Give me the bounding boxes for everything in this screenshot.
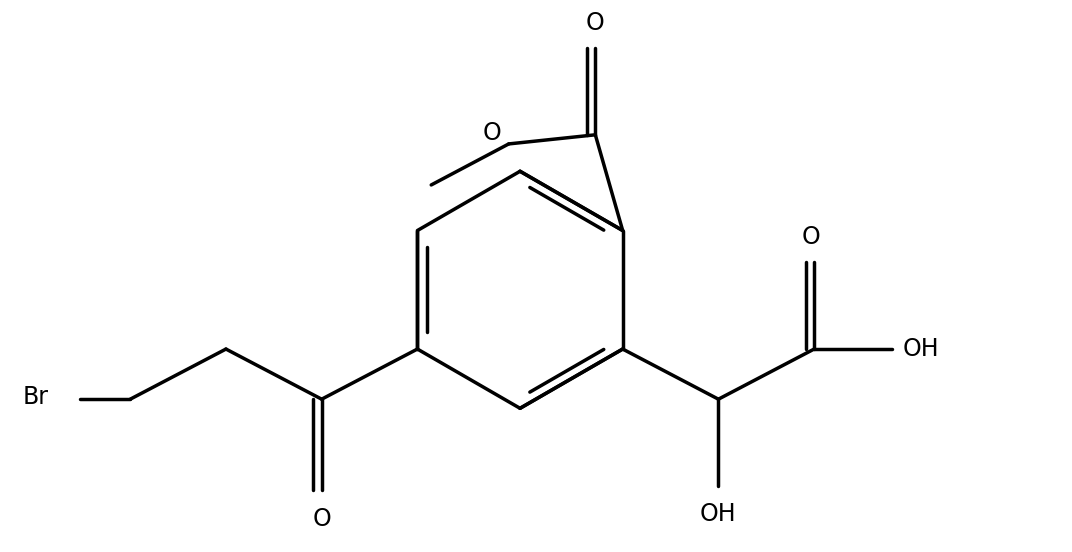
Text: O: O — [312, 507, 331, 531]
Text: Br: Br — [23, 385, 48, 410]
Text: OH: OH — [700, 502, 736, 526]
Text: O: O — [802, 225, 821, 249]
Text: O: O — [483, 121, 502, 145]
Text: OH: OH — [903, 337, 939, 361]
Text: O: O — [586, 10, 605, 35]
